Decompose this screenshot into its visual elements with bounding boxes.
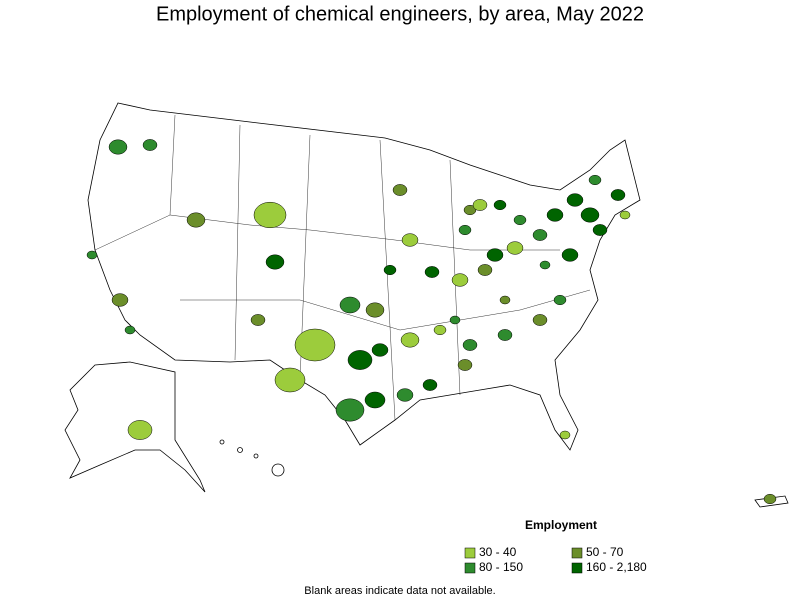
area <box>610 189 626 201</box>
state-border <box>234 124 241 361</box>
area <box>396 388 414 402</box>
area <box>513 214 527 226</box>
area <box>186 212 206 228</box>
area <box>532 229 548 241</box>
area <box>532 314 548 326</box>
area <box>274 367 306 393</box>
area <box>451 273 469 287</box>
hawaii <box>219 439 285 477</box>
area <box>546 208 564 222</box>
footnote: Blank areas indicate data not available. <box>304 585 495 597</box>
area <box>763 493 777 505</box>
area <box>253 201 287 229</box>
area <box>458 224 472 236</box>
area <box>339 296 361 314</box>
area <box>400 332 420 348</box>
area <box>364 391 386 409</box>
legend: Employment 30 - 40 50 - 70 80 - 150 160 - 2… <box>464 518 647 574</box>
area <box>449 315 461 325</box>
state-border <box>180 289 591 331</box>
area <box>108 139 128 155</box>
state-border <box>379 139 396 421</box>
island <box>237 447 243 453</box>
area <box>127 420 153 440</box>
area <box>580 207 600 223</box>
area <box>86 250 98 260</box>
area <box>499 295 511 305</box>
island <box>271 463 285 477</box>
island <box>219 439 225 445</box>
area <box>294 328 336 362</box>
area <box>250 314 266 326</box>
area <box>111 293 129 307</box>
area <box>462 339 478 351</box>
area <box>506 241 524 255</box>
legend-label: 160 - 2,180 <box>586 560 647 574</box>
legend-swatch <box>571 562 583 574</box>
area <box>559 430 571 440</box>
area <box>371 343 389 357</box>
area <box>265 254 285 270</box>
area <box>142 139 158 151</box>
map-title: Employment of chemical engineers, by are… <box>156 3 644 25</box>
area <box>472 199 488 211</box>
area <box>422 379 438 391</box>
legend-swatch <box>571 547 583 559</box>
area <box>335 398 365 422</box>
area <box>424 266 440 278</box>
area <box>588 174 602 186</box>
area <box>463 204 477 216</box>
map <box>64 102 789 508</box>
area <box>553 294 567 306</box>
area <box>392 184 408 196</box>
area <box>124 325 136 335</box>
area <box>347 350 373 370</box>
area <box>539 260 551 270</box>
area <box>493 199 507 211</box>
area <box>592 224 608 236</box>
area <box>457 359 473 371</box>
legend-label: 30 - 40 <box>479 545 517 559</box>
area <box>401 233 419 247</box>
area <box>497 329 513 341</box>
state-border <box>169 214 560 251</box>
island <box>253 453 259 459</box>
area <box>561 248 579 262</box>
area <box>433 324 447 336</box>
legend-swatch <box>464 562 476 574</box>
contiguous-us <box>87 102 641 451</box>
area <box>365 302 385 318</box>
legend-label: 80 - 150 <box>479 560 523 574</box>
area <box>566 193 584 207</box>
area <box>486 248 504 262</box>
legend-title: Employment <box>525 518 597 532</box>
legend-swatch <box>464 547 476 559</box>
area <box>477 264 493 276</box>
area <box>383 264 397 276</box>
legend-label: 50 - 70 <box>586 545 624 559</box>
area <box>619 210 631 220</box>
